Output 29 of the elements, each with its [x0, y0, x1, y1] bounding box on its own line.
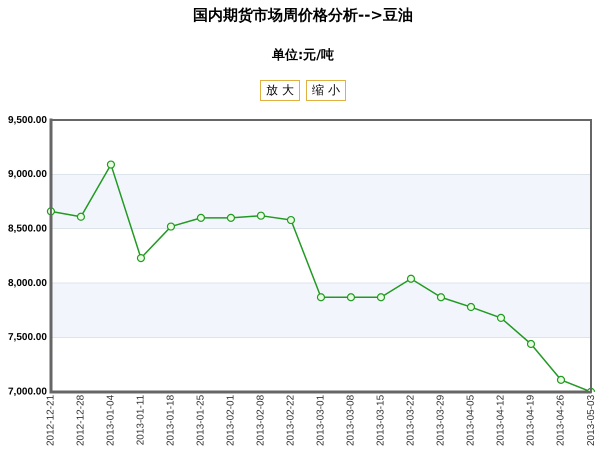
x-tick-label: 2013-02-08 — [256, 394, 267, 446]
text: 放 大 — [260, 80, 300, 101]
x-tick-label: 2012-12-28 — [76, 394, 87, 446]
chart-title: 国内期货市场周价格分析-->豆油 — [192, 6, 414, 25]
x-tick-label: 2013-02-22 — [286, 394, 297, 446]
x-tick-label: 2013-04-05 — [466, 394, 477, 446]
x-tick-label: 2013-01-18 — [166, 394, 177, 446]
x-tick-label: 2013-02-01 — [226, 394, 237, 446]
chart-subtitle: 单位:元/吨 — [271, 47, 335, 64]
x-tick-label: 2013-05-03 — [586, 394, 597, 446]
text: 缩 小 — [306, 80, 346, 101]
x-tick-label: 2013-03-08 — [346, 394, 357, 446]
x-tick-label: 2012-12-21 — [46, 394, 57, 446]
y-tick-label: 9,500.00 — [8, 114, 48, 126]
x-tick-label: 2013-03-15 — [376, 394, 387, 446]
x-tick-label: 2013-04-12 — [496, 394, 507, 446]
x-tick-label: 2013-01-11 — [136, 394, 147, 446]
x-tick-label: 2013-03-01 — [316, 394, 327, 446]
x-tick-label: 2013-01-25 — [196, 394, 207, 446]
x-tick-label: 2013-04-26 — [556, 394, 567, 446]
x-tick-label: 2013-04-19 — [526, 394, 537, 446]
y-tick-label: 8,000.00 — [8, 278, 48, 289]
x-tick-label: 2013-03-22 — [406, 394, 417, 446]
y-tick-label: 7,500.00 — [8, 332, 48, 344]
y-tick-label: 8,500.00 — [8, 223, 48, 234]
y-tick-label: 9,000.00 — [8, 169, 48, 180]
x-tick-label: 2013-03-29 — [436, 394, 447, 446]
y-tick-label: 7,000.00 — [8, 386, 48, 398]
x-tick-label: 2013-01-04 — [106, 394, 117, 446]
